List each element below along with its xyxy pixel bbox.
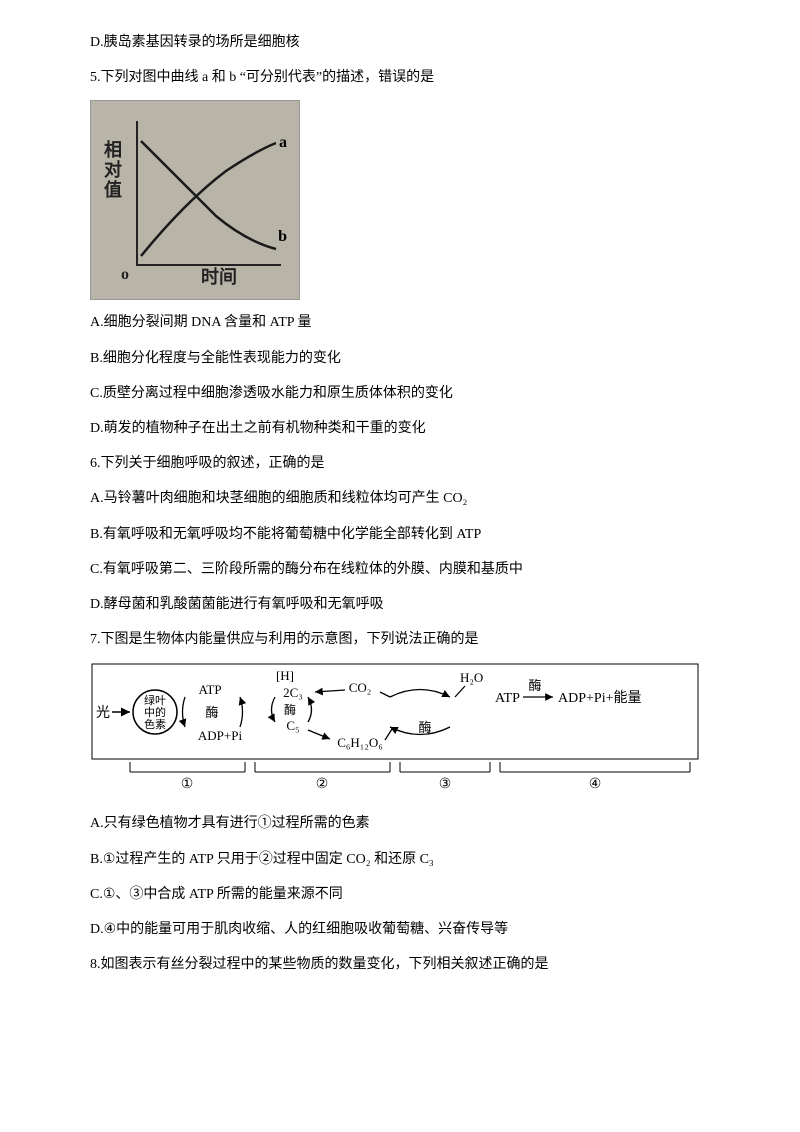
q5-option-d: D.萌发的植物种子在出土之前有机物种类和干重的变化 [90, 416, 710, 441]
curve-b-label: b [278, 223, 287, 252]
q6-stem: 6.下列关于细胞呼吸的叙述，正确的是 [90, 451, 710, 476]
q7-option-c: C.①、③中合成 ATP 所需的能量来源不同 [90, 882, 710, 907]
stage-1-label: ① [181, 777, 194, 792]
q7-option-b: B.①过程产生的 ATP 只用于②过程中固定 CO₂ 和还原 C₃ [90, 847, 710, 872]
pigment-l2: 中的 [144, 705, 166, 719]
pigment-l1: 绿叶 [144, 693, 166, 707]
c5-label: C₅ [286, 718, 299, 733]
q5-curves [136, 121, 281, 266]
q5-option-c: C.质壁分离过程中细胞渗透吸水能力和原生质体体积的变化 [90, 381, 710, 406]
q5-option-a: A.细胞分裂间期 DNA 含量和 ATP 量 [90, 310, 710, 335]
h2o-label: H₂O [460, 670, 483, 685]
glucose-label: C₆H₁₂O₆ [337, 735, 383, 750]
q7-option-d: D.④中的能量可用于肌肉收缩、人的红细胞吸收葡萄糖、兴奋传导等 [90, 917, 710, 942]
origin-label: o [121, 261, 129, 290]
h-label: [H] [276, 668, 294, 683]
curve-a-label: a [279, 129, 287, 158]
q6-option-c: C.有氧呼吸第二、三阶段所需的酶分布在线粒体的外膜、内膜和基质中 [90, 557, 710, 582]
y-char-2: 对 [99, 161, 127, 181]
q6-option-a: A.马铃薯叶肉细胞和块茎细胞的细胞质和线粒体均可产生 CO₂ [90, 486, 710, 511]
q7-option-a: A.只有绿色植物才具有进行①过程所需的色素 [90, 811, 710, 836]
c3-label: 2C₃ [283, 685, 303, 700]
adp-pi-1: ADP+Pi [198, 728, 243, 743]
adp-pi-energy: ADP+Pi+能量 [558, 690, 641, 706]
stage-4-label: ④ [589, 777, 602, 792]
enzyme-4: 酶 [528, 678, 541, 693]
q5-y-axis-label: 相 对 值 [99, 141, 127, 200]
q5-graph: 相 对 值 a b o 时间 [90, 100, 300, 300]
q7-stem: 7.下图是生物体内能量供应与利用的示意图，下列说法正确的是 [90, 627, 710, 652]
co2-label: CO₂ [349, 680, 372, 695]
atp-4: ATP [495, 691, 520, 706]
q7-diagram: 光 绿叶 中的 色素 ATP ADP+Pi 酶 [H] 2C₃ C₅ 酶 CO₂… [90, 662, 700, 801]
stage-3-label: ③ [439, 777, 452, 792]
q6-option-b: B.有氧呼吸和无氧呼吸均不能将葡萄糖中化学能全部转化到 ATP [90, 522, 710, 547]
enzyme-3: 酶 [418, 720, 431, 735]
pigment-l3: 色素 [144, 717, 166, 731]
q5-option-b: B.细胞分化程度与全能性表现能力的变化 [90, 346, 710, 371]
enzyme-1: 酶 [205, 705, 218, 720]
q6-option-d: D.酵母菌和乳酸菌菌能进行有氧呼吸和无氧呼吸 [90, 592, 710, 617]
y-char-1: 相 [99, 141, 127, 161]
atp-1: ATP [198, 682, 221, 697]
q8-stem: 8.如图表示有丝分裂过程中的某些物质的数量变化，下列相关叙述正确的是 [90, 952, 710, 977]
y-char-3: 值 [99, 181, 127, 201]
energy-flow-svg: 光 绿叶 中的 色素 ATP ADP+Pi 酶 [H] 2C₃ C₅ 酶 CO₂… [90, 662, 700, 792]
q5-x-axis-label: 时间 [201, 261, 237, 293]
stage-2-label: ② [316, 777, 329, 792]
q4-option-d: D.胰岛素基因转录的场所是细胞核 [90, 30, 710, 55]
light-label: 光 [96, 705, 110, 721]
enzyme-2: 酶 [284, 702, 296, 717]
q5-stem: 5.下列对图中曲线 a 和 b “可分别代表”的描述，错误的是 [90, 65, 710, 90]
